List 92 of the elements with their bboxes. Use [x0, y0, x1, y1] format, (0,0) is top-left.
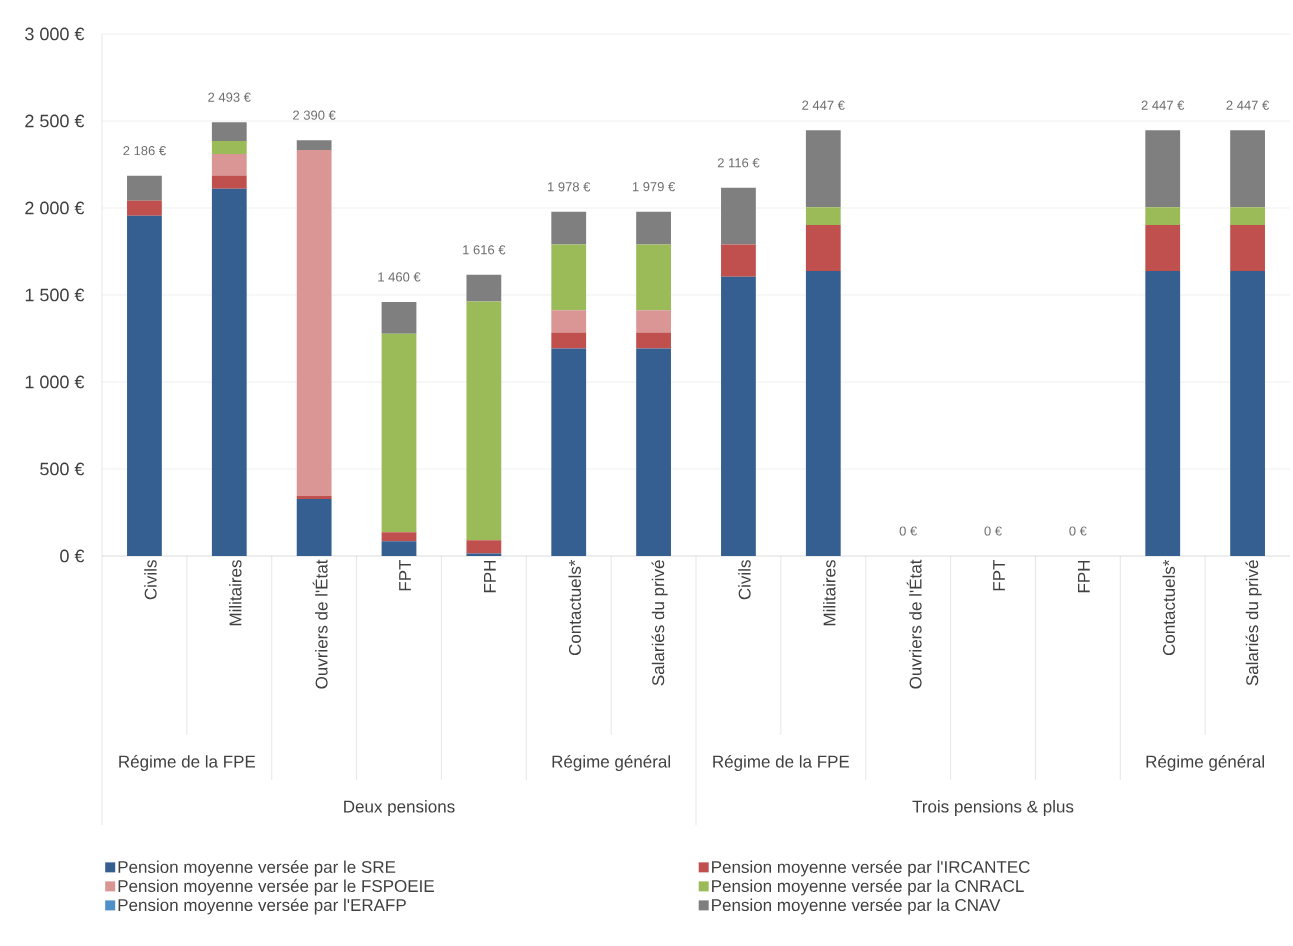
bar	[211, 175, 247, 189]
legend-label: Pension moyenne versée par la CNRACL	[712, 879, 1024, 896]
legend-label: Pension moyenne versée par la CNAV	[712, 898, 1001, 915]
bar	[296, 140, 332, 151]
x-tick-label: Contactuels*	[568, 559, 581, 656]
bar	[211, 122, 247, 142]
bar	[1230, 270, 1265, 556]
bar	[127, 215, 162, 556]
bar	[466, 553, 502, 556]
x-tick-label: Civils	[738, 560, 751, 600]
total-label: 2 116 €	[717, 158, 760, 168]
bar	[805, 207, 841, 225]
total-label: 1 978 €	[548, 182, 591, 192]
bar	[551, 348, 587, 556]
bar	[1145, 224, 1181, 271]
bar	[1145, 130, 1181, 208]
bar	[466, 301, 502, 541]
bar	[466, 540, 502, 554]
total-label: 0 €	[984, 526, 1002, 536]
bar	[805, 224, 841, 271]
bar	[127, 175, 162, 201]
text: Trois pensions & plus	[912, 800, 1074, 816]
bar	[721, 187, 756, 245]
bar	[381, 301, 417, 334]
bar	[636, 211, 671, 245]
bar	[296, 150, 332, 496]
y-tick-label: 0 €	[60, 549, 85, 563]
bar	[721, 244, 756, 277]
x-tick-label: Militaires	[823, 560, 836, 626]
text: Deux pensions	[344, 800, 455, 816]
bar	[551, 310, 587, 333]
bar	[466, 274, 502, 302]
bar	[211, 154, 247, 176]
bar	[1145, 270, 1181, 556]
y-tick-label: 1 500 €	[25, 288, 85, 302]
total-label: 2 447 €	[802, 100, 845, 110]
text: Régime général	[552, 754, 670, 772]
y-tick-label: 2 500 €	[25, 114, 85, 128]
x-tick-label: Ouvriers de l'État	[312, 559, 328, 689]
total-label: 0 €	[1069, 526, 1087, 536]
x-tick-label: FPT	[399, 559, 411, 591]
total-label: 2 493 €	[208, 92, 251, 102]
bar	[211, 141, 247, 155]
x-tick-label: Salariés du privé	[1245, 560, 1262, 686]
bar	[381, 532, 417, 542]
x-tick-label: Salariés du privé	[651, 560, 668, 686]
text: Régime de la FPE	[713, 754, 850, 772]
y-tick-label: 1 000 €	[25, 375, 85, 389]
bar	[636, 332, 671, 349]
total-label: 1 616 €	[463, 245, 506, 255]
x-tick-label: Civils	[144, 560, 157, 600]
y-tick-label: 3 000 €	[25, 27, 85, 41]
total-label: 2 447 €	[1141, 100, 1185, 110]
total-label: 0 €	[899, 526, 917, 536]
legend-label: Pension moyenne versée par le SRE	[118, 860, 396, 877]
bar	[636, 244, 671, 311]
total-label: 1 979 €	[632, 182, 676, 192]
bar	[1145, 207, 1181, 225]
bar	[381, 333, 417, 533]
y-tick-label: 2 000 €	[25, 201, 85, 215]
bar	[296, 498, 332, 556]
y-tick-label: 500 €	[40, 462, 85, 476]
bar	[211, 188, 247, 556]
bar	[1230, 130, 1265, 208]
total-label: 2 186 €	[123, 146, 166, 156]
x-tick-label: Ouvriers de l'État	[906, 559, 922, 689]
bar	[551, 244, 587, 311]
bar	[1230, 207, 1265, 225]
bar	[551, 211, 587, 245]
legend-label: Pension moyenne versée par l'IRCANTEC	[712, 860, 1030, 877]
total-label: 1 460 €	[378, 272, 421, 282]
bar	[636, 348, 671, 556]
x-tick-label: FPH	[484, 560, 496, 593]
bar	[551, 332, 587, 349]
bar	[636, 310, 671, 333]
total-label: 2 390 €	[293, 110, 336, 120]
bar	[721, 276, 756, 556]
total-label: 2 447 €	[1226, 100, 1270, 110]
x-tick-label: Militaires	[229, 560, 242, 626]
x-tick-label: FPT	[993, 559, 1005, 591]
legend-label: Pension moyenne versée par l'ERAFP	[118, 898, 406, 915]
bar	[296, 495, 332, 499]
legend-label: Pension moyenne versée par le FSPOEIE	[118, 879, 434, 896]
text: Régime général	[1146, 754, 1264, 772]
x-tick-label: FPH	[1078, 560, 1090, 593]
text: Régime de la FPE	[119, 754, 256, 772]
bar	[127, 200, 162, 216]
bar	[805, 270, 841, 556]
bar	[805, 130, 841, 208]
x-tick-label: Contactuels*	[1162, 559, 1175, 656]
bar	[381, 541, 417, 556]
bar	[1230, 224, 1265, 271]
